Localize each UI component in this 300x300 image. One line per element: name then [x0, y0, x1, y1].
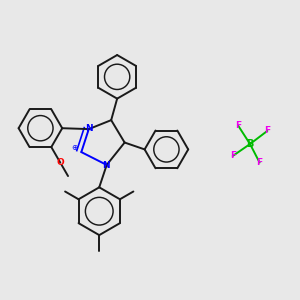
Text: ⊕: ⊕ [72, 143, 78, 152]
Text: F: F [230, 152, 236, 160]
Text: F: F [264, 126, 270, 135]
Text: F: F [256, 158, 263, 167]
Text: N: N [102, 161, 110, 170]
Text: O: O [56, 158, 64, 167]
Text: F: F [235, 121, 241, 130]
Text: N: N [85, 124, 93, 133]
Text: B: B [246, 139, 254, 149]
